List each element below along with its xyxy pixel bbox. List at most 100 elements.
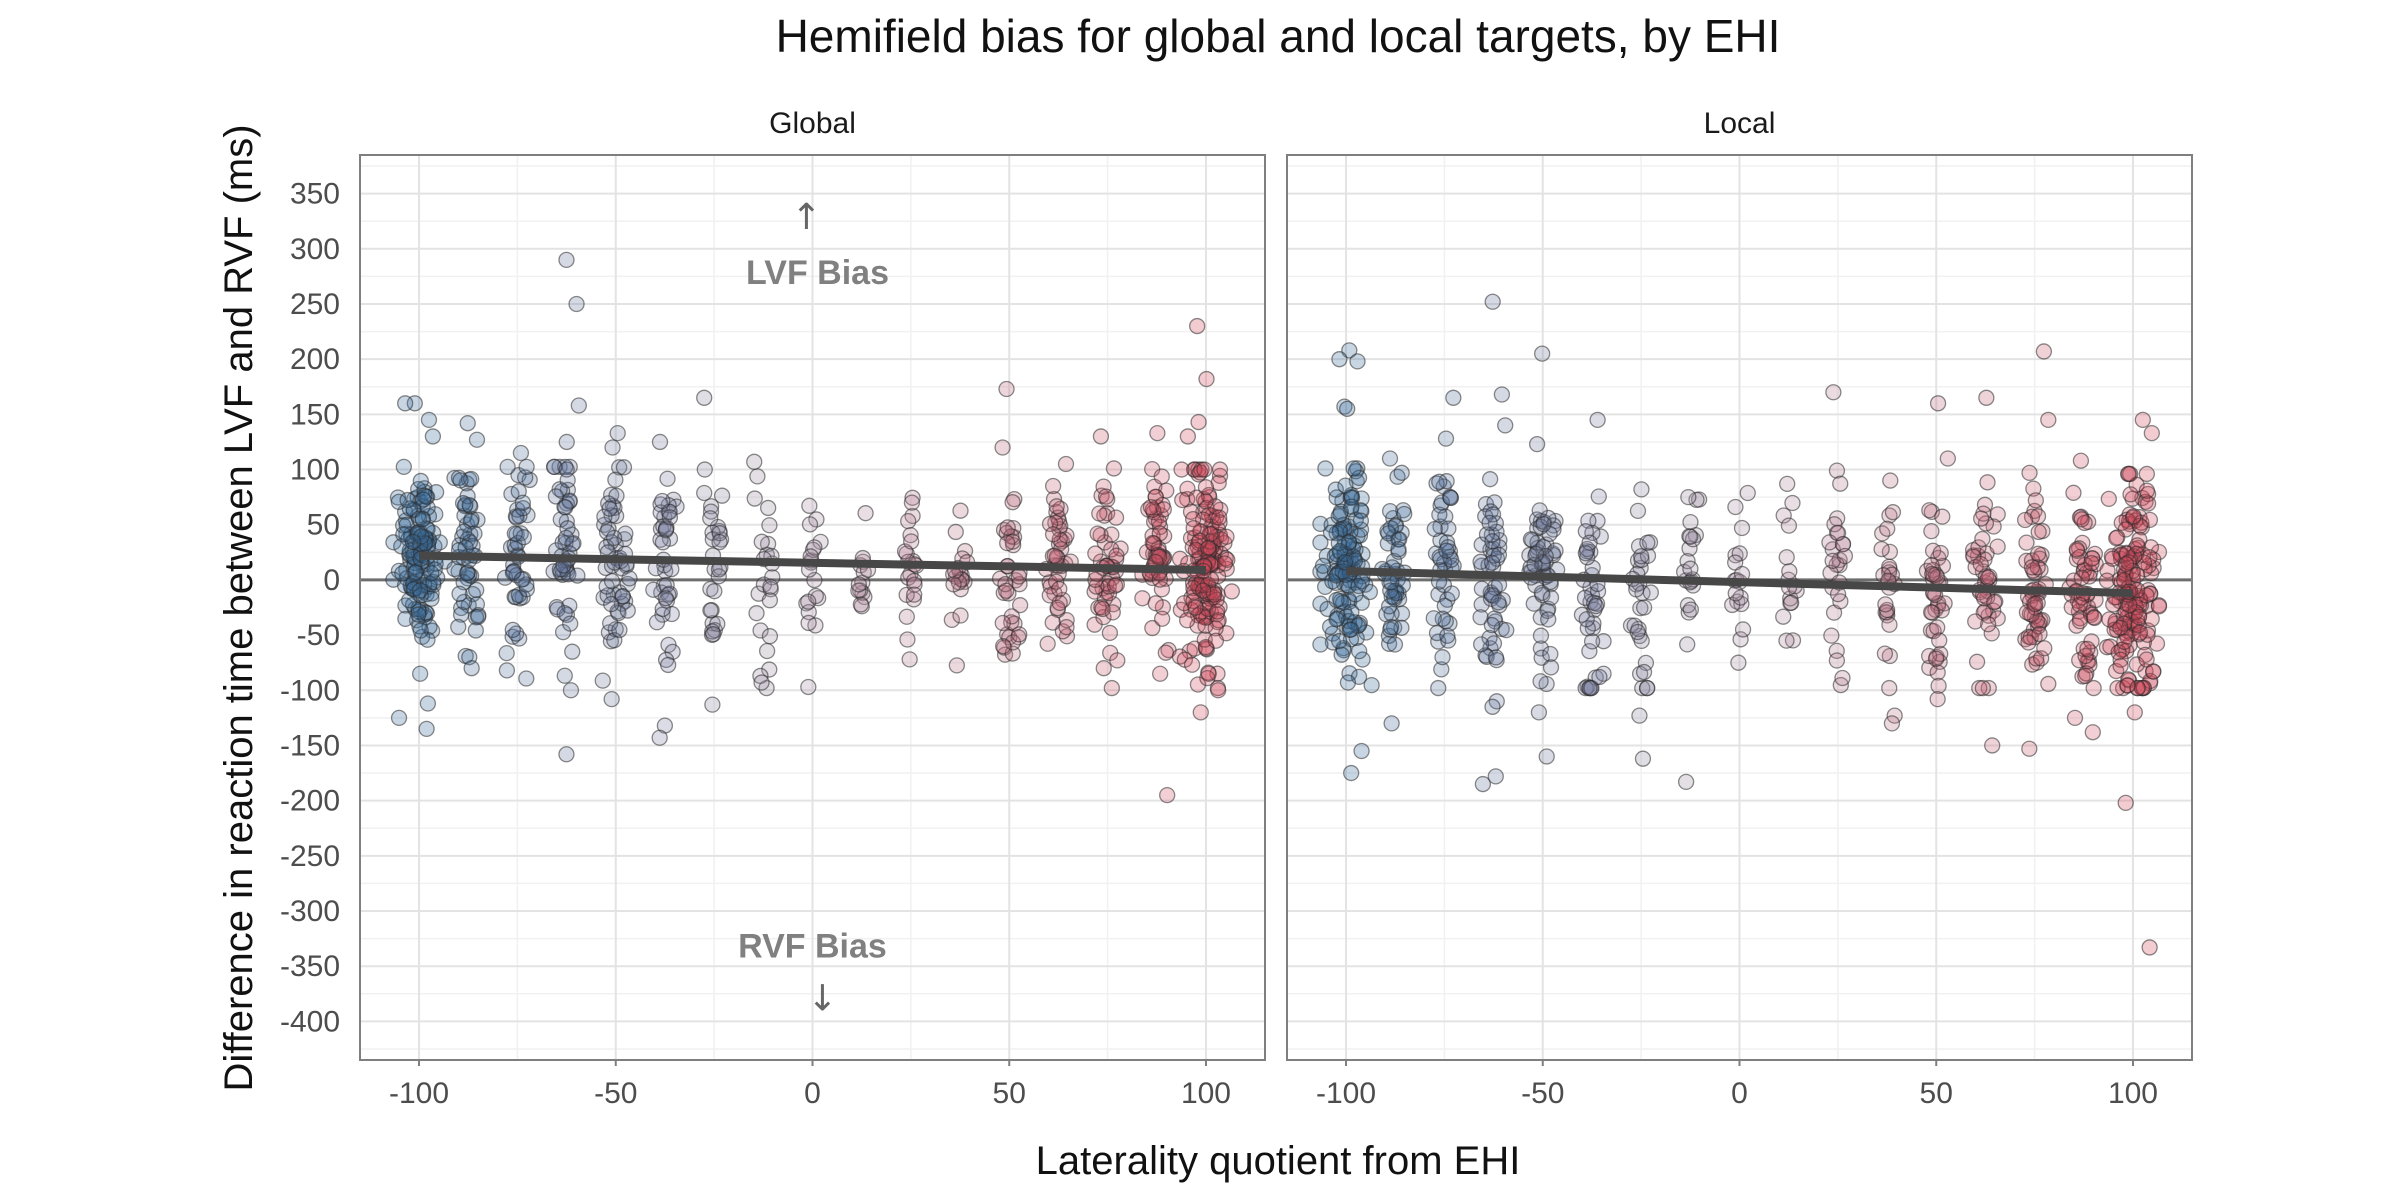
data-point xyxy=(562,682,580,699)
data-point xyxy=(1484,506,1502,523)
data-point xyxy=(1200,539,1217,557)
data-point xyxy=(696,484,713,502)
data-point xyxy=(651,729,668,746)
data-point xyxy=(1041,515,1059,533)
data-point xyxy=(1484,698,1501,715)
data-point xyxy=(1091,505,1108,522)
data-point xyxy=(450,469,468,486)
data-point xyxy=(704,696,721,713)
data-point xyxy=(2109,529,2126,546)
data-point xyxy=(753,674,770,691)
data-point xyxy=(2112,651,2129,668)
data-point xyxy=(1879,520,1896,537)
data-point xyxy=(2143,610,2160,628)
data-point xyxy=(758,642,776,660)
data-point xyxy=(1336,398,1353,415)
data-point xyxy=(1528,436,1546,453)
data-point xyxy=(1929,619,1946,636)
data-point xyxy=(1322,524,1340,541)
data-point xyxy=(1381,450,1399,467)
data-point xyxy=(423,565,440,582)
data-point xyxy=(1487,649,1505,666)
data-point xyxy=(1000,585,1017,602)
data-point xyxy=(499,458,516,476)
data-point xyxy=(1197,479,1215,496)
data-point xyxy=(459,565,476,582)
data-point xyxy=(1192,704,1209,721)
data-point xyxy=(1185,579,1202,597)
data-point xyxy=(1481,471,1499,488)
data-point xyxy=(1781,563,1798,580)
data-point xyxy=(1547,542,1564,559)
data-point xyxy=(1109,652,1126,669)
data-point xyxy=(606,632,623,649)
data-point xyxy=(1431,473,1448,490)
data-point xyxy=(1487,768,1504,785)
data-point xyxy=(1190,413,1207,431)
data-point xyxy=(948,657,966,674)
data-point xyxy=(1583,679,1600,697)
data-point xyxy=(1828,652,1846,669)
data-point xyxy=(399,491,416,509)
data-point xyxy=(1107,509,1125,526)
data-point xyxy=(2071,596,2088,614)
data-point xyxy=(410,606,427,623)
data-point xyxy=(2141,511,2159,529)
data-point xyxy=(451,585,468,602)
data-point xyxy=(801,516,819,533)
data-point xyxy=(1989,610,2006,627)
data-point xyxy=(2129,537,2146,554)
data-point xyxy=(711,525,728,542)
data-point xyxy=(509,534,526,552)
data-point xyxy=(654,534,672,551)
data-point xyxy=(1473,596,1490,613)
data-point xyxy=(1734,621,1752,638)
data-point xyxy=(1629,502,1647,520)
data-point xyxy=(506,525,523,542)
data-point xyxy=(654,492,671,510)
data-point xyxy=(1589,411,1606,429)
data-point xyxy=(2029,508,2047,525)
data-point xyxy=(1312,534,1329,551)
y-tick-label: 100 xyxy=(290,454,340,487)
data-point xyxy=(556,667,573,684)
data-point xyxy=(2066,709,2084,727)
chart-title: Hemifield bias for global and local targ… xyxy=(776,10,1781,62)
data-point xyxy=(1445,389,1462,406)
data-point xyxy=(2138,465,2155,483)
data-point xyxy=(1639,534,1656,551)
y-tick-label: 50 xyxy=(307,509,340,542)
data-point xyxy=(1207,620,1224,637)
data-point xyxy=(1431,506,1448,523)
data-point xyxy=(614,588,631,605)
data-point xyxy=(748,605,765,622)
data-point xyxy=(1581,642,1598,660)
data-point xyxy=(1537,548,1554,565)
data-point xyxy=(1157,644,1174,661)
data-point xyxy=(1584,524,1601,542)
data-point xyxy=(1775,608,1792,625)
data-point xyxy=(1589,512,1606,530)
data-point xyxy=(1185,519,1202,537)
data-point xyxy=(1679,636,1696,653)
data-point xyxy=(2139,495,2157,512)
data-point xyxy=(1353,594,1370,611)
data-point xyxy=(1353,742,1370,760)
data-point xyxy=(1188,489,1205,506)
data-point xyxy=(945,576,962,593)
data-point xyxy=(900,512,917,530)
data-point xyxy=(1539,602,1556,620)
data-point xyxy=(1595,633,1612,650)
data-point xyxy=(762,578,779,595)
data-point xyxy=(1046,547,1063,564)
data-point xyxy=(1684,531,1702,548)
data-point xyxy=(557,529,575,547)
data-point xyxy=(1393,464,1410,481)
data-point xyxy=(1931,632,1948,649)
data-point xyxy=(1986,594,2003,611)
x-tick-label: -50 xyxy=(1521,1077,1564,1110)
data-point xyxy=(1441,488,1459,506)
data-point xyxy=(659,656,677,674)
data-point xyxy=(904,507,921,525)
